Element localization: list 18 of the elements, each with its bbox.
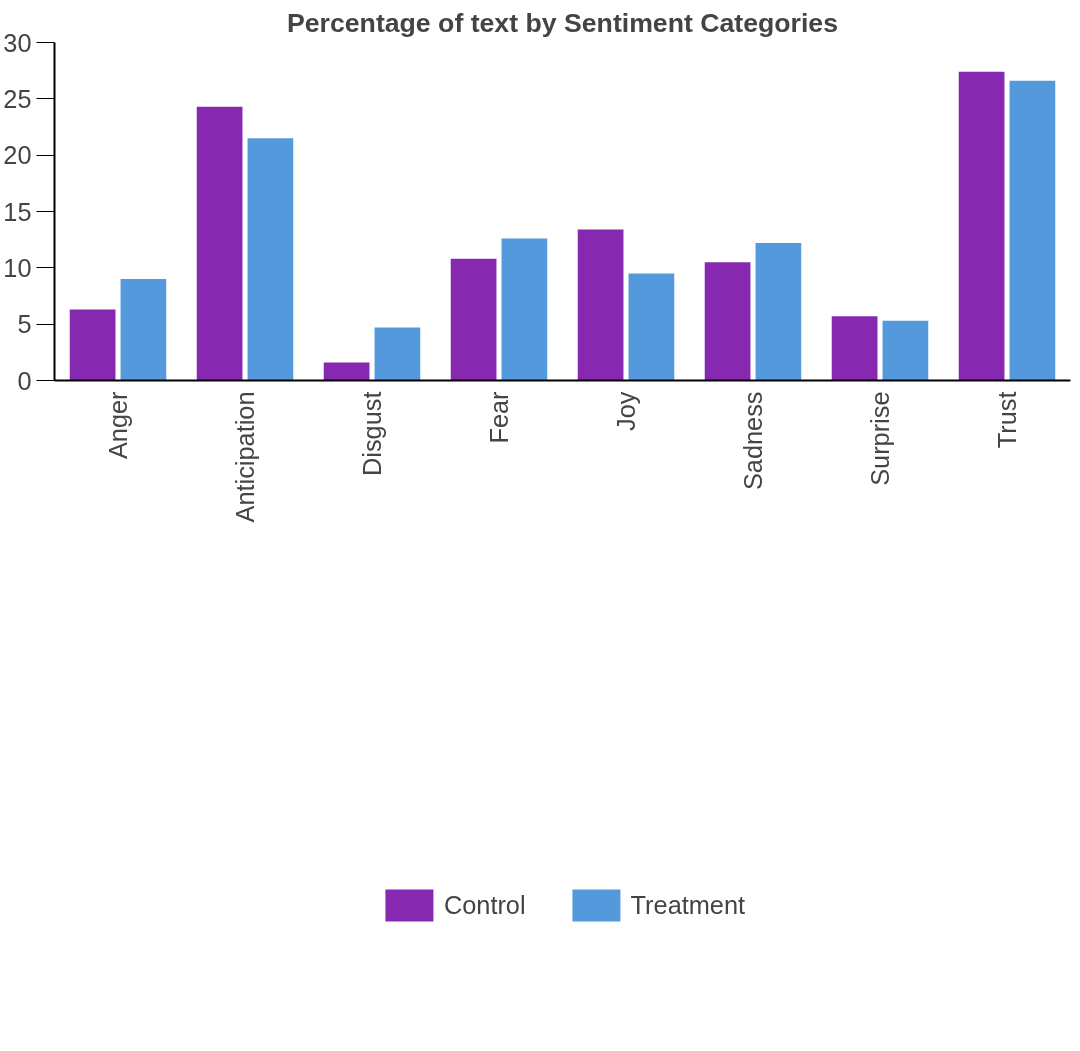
y-tick-label: 30 — [3, 28, 32, 57]
x-tick-label: Anger — [104, 390, 132, 460]
y-tick-label: 20 — [3, 141, 32, 170]
x-tick-label: Joy — [612, 391, 640, 431]
x-tick-label: Fear — [485, 390, 513, 444]
x-tick-label: Sadness — [739, 391, 767, 491]
chart-title: Percentage of text by Sentiment Categories — [286, 7, 839, 38]
y-tick-label: 25 — [3, 84, 32, 113]
x-tick-label: Surprise — [866, 391, 894, 486]
legend-label: Treatment — [630, 890, 746, 920]
y-tick-label: 5 — [17, 310, 32, 339]
y-tick-label: 10 — [3, 253, 32, 282]
legend-label: Control — [443, 890, 526, 920]
y-tick-label: 0 — [17, 366, 32, 395]
y-tick-label: 15 — [3, 197, 32, 226]
x-tick-label: Disgust — [358, 391, 386, 476]
x-tick-label: Anticipation — [231, 391, 259, 523]
x-tick-label: Trust — [993, 391, 1021, 449]
